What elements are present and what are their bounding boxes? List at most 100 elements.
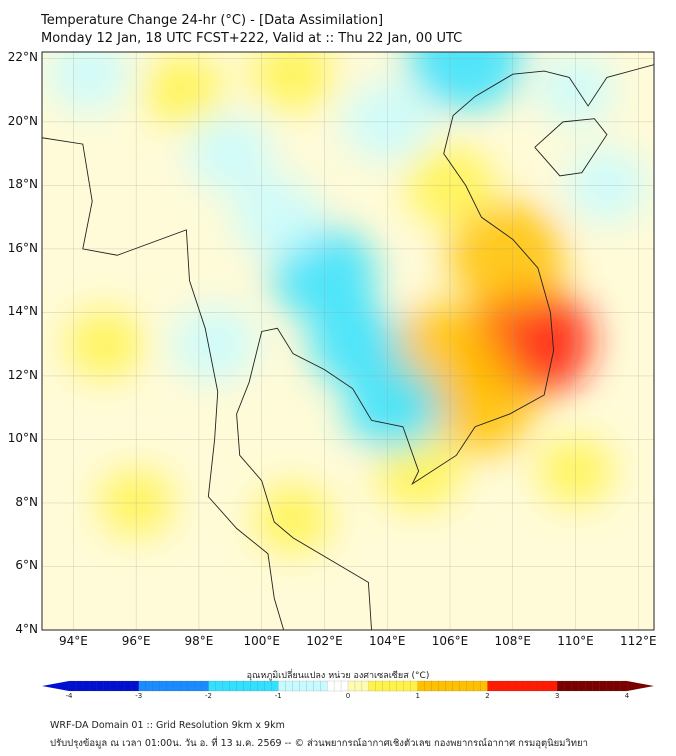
colorbar-cell bbox=[564, 680, 572, 692]
lat-tick-label: 20°N bbox=[7, 113, 38, 128]
anomaly-blob bbox=[448, 203, 565, 308]
colorbar-tick-label: 3 bbox=[555, 692, 560, 700]
colorbar-cell bbox=[424, 680, 433, 692]
anomaly-blob bbox=[187, 115, 273, 192]
lat-tick-label: 10°N bbox=[7, 431, 38, 446]
colorbar-cell bbox=[536, 680, 544, 692]
lon-tick-label: 98°E bbox=[184, 634, 214, 648]
colorbar-cell bbox=[201, 680, 209, 692]
colorbar-tick-label: -2 bbox=[205, 692, 212, 700]
colorbar-cell bbox=[508, 680, 516, 692]
lon-tick-label: 108°E bbox=[494, 634, 532, 648]
coastline bbox=[534, 118, 608, 177]
lat-tick-label: 16°N bbox=[7, 240, 38, 255]
colorbar-cell bbox=[494, 680, 502, 692]
colorbar-cell bbox=[187, 680, 195, 692]
colorbar-cell bbox=[403, 680, 412, 692]
anomaly-blob bbox=[66, 309, 144, 379]
colorbar-cell bbox=[320, 680, 328, 692]
colorbar-cell bbox=[473, 680, 481, 692]
colorbar-cell bbox=[550, 680, 558, 692]
map-title: Temperature Change 24-hr (°C) - [Data As… bbox=[41, 13, 384, 28]
coastline bbox=[236, 64, 654, 630]
colorbar-cell bbox=[208, 680, 216, 692]
colorbar-cell bbox=[459, 680, 467, 692]
colorbar-cell bbox=[522, 680, 530, 692]
anomaly-blob bbox=[345, 364, 442, 452]
colorbar-cell bbox=[194, 680, 202, 692]
lon-tick-label: 102°E bbox=[306, 634, 343, 648]
colorbar-tick-label: 2 bbox=[485, 692, 490, 700]
anomaly-blob bbox=[251, 52, 335, 112]
colorbar-cell bbox=[487, 680, 495, 692]
anomaly-blob bbox=[172, 305, 258, 383]
colorbar-cell bbox=[250, 680, 258, 692]
colorbar-cell bbox=[599, 680, 607, 692]
colorbar-cell bbox=[222, 680, 230, 692]
colorbar-cell bbox=[131, 680, 140, 692]
lon-tick-label: 104°E bbox=[368, 634, 406, 648]
colorbar-cell bbox=[75, 680, 84, 692]
colorbar-cell bbox=[606, 680, 614, 692]
lon-tick-label: 96°E bbox=[121, 634, 151, 648]
colorbar-cell bbox=[375, 680, 384, 692]
colorbar-cell bbox=[417, 680, 426, 692]
colorbar-cell bbox=[159, 680, 168, 692]
lat-tick-label: 6°N bbox=[15, 558, 38, 573]
colorbar-cell bbox=[236, 680, 244, 692]
colorbar-cell bbox=[89, 680, 98, 692]
colorbar-cell bbox=[68, 680, 77, 692]
colorbar-cell bbox=[103, 680, 112, 692]
colorbar-cell bbox=[410, 680, 419, 692]
colorbar-cell bbox=[382, 680, 391, 692]
colorbar-cell bbox=[278, 680, 286, 692]
colorbar-cell bbox=[431, 680, 440, 692]
anomaly-blob bbox=[309, 302, 403, 387]
colorbar-cell bbox=[571, 680, 579, 692]
colorbar-tick-label: 1 bbox=[415, 692, 420, 700]
lat-tick-label: 18°N bbox=[7, 177, 38, 192]
colorbar-cell bbox=[110, 680, 119, 692]
colorbar-cell bbox=[145, 680, 154, 692]
colorbar-tick-label: 0 bbox=[345, 692, 351, 700]
colorbar-cell bbox=[529, 680, 537, 692]
colorbar-cell bbox=[117, 680, 126, 692]
colorbar-max-arrow bbox=[627, 681, 654, 691]
anomaly-blob bbox=[430, 361, 533, 454]
colorbar-cell bbox=[368, 680, 377, 692]
lat-tick-label: 4°N bbox=[15, 622, 38, 636]
colorbar-cell bbox=[257, 680, 265, 692]
colorbar-cell bbox=[299, 680, 307, 692]
colorbar-min-arrow bbox=[42, 681, 69, 691]
colorbar-cell bbox=[173, 680, 181, 692]
colorbar-cell bbox=[585, 680, 593, 692]
colorbar-cell bbox=[592, 680, 600, 692]
colorbar-cell bbox=[285, 680, 293, 692]
map-subtitle: Monday 12 Jan, 18 UTC FCST+222, Valid at… bbox=[41, 31, 463, 46]
anomaly-blob bbox=[233, 177, 322, 257]
map-frame bbox=[41, 51, 655, 631]
colorbar-cell bbox=[215, 680, 223, 692]
colorbar-tick-label: -4 bbox=[65, 692, 73, 700]
colorbar-cell bbox=[340, 680, 349, 692]
colorbar-tick-label: -3 bbox=[135, 692, 143, 700]
colorbar-cell bbox=[466, 680, 474, 692]
colorbar-cell bbox=[264, 680, 272, 692]
anomaly-blob bbox=[407, 52, 524, 111]
colorbar-cell bbox=[557, 680, 565, 692]
colorbar-cell bbox=[271, 680, 279, 692]
colorbar-cell bbox=[389, 680, 398, 692]
colorbar-cell bbox=[229, 680, 237, 692]
colorbar-cell bbox=[96, 680, 105, 692]
colorbar-cell bbox=[445, 680, 453, 692]
colorbar-cell bbox=[438, 680, 447, 692]
colorbar-cell bbox=[578, 680, 586, 692]
lon-tick-label: 94°E bbox=[58, 634, 88, 648]
anomaly-blob bbox=[143, 54, 224, 126]
colorbar-cell bbox=[138, 680, 147, 692]
lon-tick-label: 112°E bbox=[620, 634, 657, 648]
coastline bbox=[42, 137, 285, 630]
colorbar-cell bbox=[124, 680, 133, 692]
